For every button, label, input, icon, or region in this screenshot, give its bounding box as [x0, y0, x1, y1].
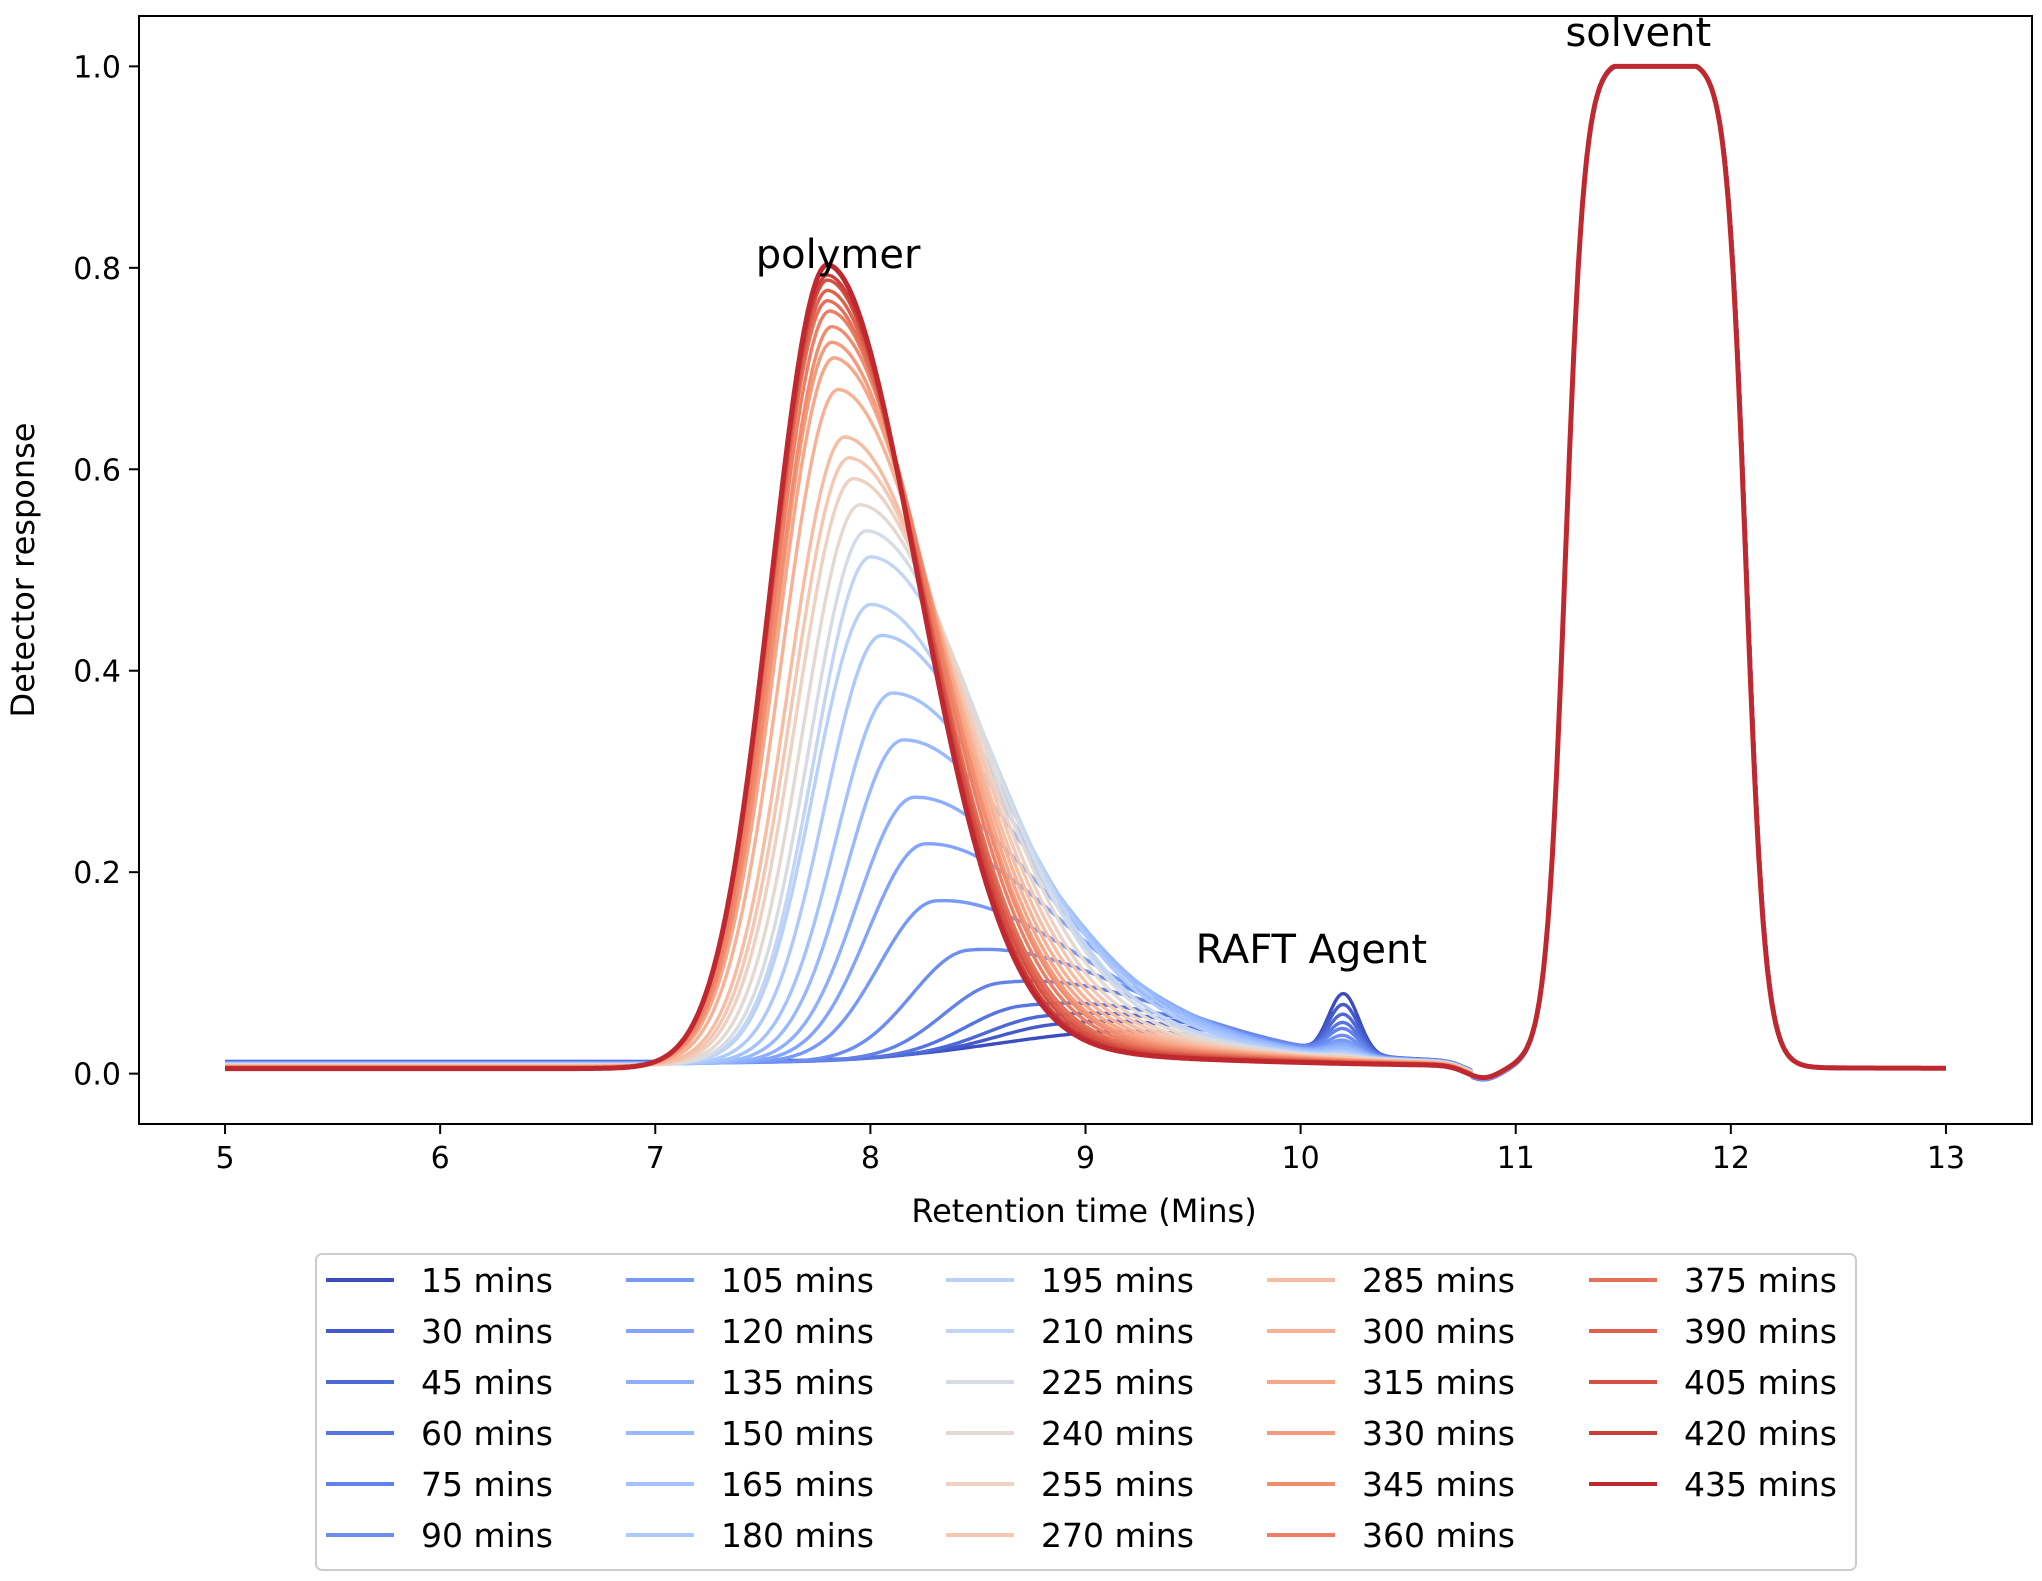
x-tick-label: 9: [1076, 1141, 1095, 1176]
y-tick-label: 0.8: [73, 252, 121, 287]
x-tick-label: 5: [215, 1141, 234, 1176]
series-line: [225, 64, 1946, 1081]
legend-label: 105 mins: [721, 1261, 874, 1300]
legend-label: 375 mins: [1684, 1261, 1837, 1300]
annotation-label: solvent: [1565, 10, 1711, 56]
x-axis-title: Retention time (Mins): [911, 1192, 1256, 1230]
legend-label: 60 mins: [421, 1414, 553, 1453]
legend-label: 255 mins: [1041, 1465, 1194, 1504]
y-tick-label: 0.0: [73, 1058, 121, 1093]
legend-label: 435 mins: [1684, 1465, 1837, 1504]
series-line: [225, 64, 1946, 1080]
legend-label: 300 mins: [1362, 1312, 1515, 1351]
legend-label: 405 mins: [1684, 1363, 1837, 1402]
series-line: [225, 64, 1946, 1080]
series-line: [225, 64, 1946, 1080]
legend-label: 15 mins: [421, 1261, 553, 1300]
legend-label: 195 mins: [1041, 1261, 1194, 1300]
legend: 15 mins 30 mins 45 mins 60 mins 75 mins 90 mi…: [315, 1253, 1857, 1571]
legend-label: 30 mins: [421, 1312, 553, 1351]
legend-label: 210 mins: [1041, 1312, 1194, 1351]
series-line: [225, 64, 1946, 1080]
legend-label: 390 mins: [1684, 1312, 1837, 1351]
legend-label: 180 mins: [721, 1516, 874, 1555]
legend-label: 270 mins: [1041, 1516, 1194, 1555]
legend-label: 240 mins: [1041, 1414, 1194, 1453]
legend-label: 150 mins: [721, 1414, 874, 1453]
x-tick-label: 11: [1497, 1141, 1535, 1176]
y-tick-label: 0.2: [73, 856, 121, 891]
y-tick-label: 0.4: [73, 655, 121, 690]
series-line: [225, 64, 1946, 1080]
y-tick-label: 0.6: [73, 453, 121, 488]
series-lines: [225, 63, 1946, 1082]
x-tick-label: 8: [861, 1141, 880, 1176]
legend-label: 90 mins: [421, 1516, 553, 1555]
legend-label: 75 mins: [421, 1465, 553, 1504]
y-axis-title: Detector response: [4, 423, 42, 718]
series-line: [225, 64, 1946, 1080]
legend-label: 420 mins: [1684, 1414, 1837, 1453]
legend-label: 315 mins: [1362, 1363, 1515, 1402]
series-line: [225, 64, 1946, 1080]
x-tick-label: 6: [431, 1141, 450, 1176]
x-tick-label: 13: [1927, 1141, 1965, 1176]
series-line: [225, 64, 1946, 1080]
legend-label: 330 mins: [1362, 1414, 1515, 1453]
series-line: [225, 64, 1946, 1080]
y-tick-label: 1.0: [73, 50, 121, 85]
series-line: [225, 64, 1946, 1080]
series-line: [225, 64, 1946, 1080]
legend-label: 135 mins: [721, 1363, 874, 1402]
x-tick-label: 7: [646, 1141, 665, 1176]
annotation-label: RAFT Agent: [1196, 927, 1427, 973]
legend-label: 165 mins: [721, 1465, 874, 1504]
annotation-label: polymer: [756, 232, 921, 278]
legend-label: 225 mins: [1041, 1363, 1194, 1402]
x-axis-ticks: 5 6 7 8 9 10 11 12 13: [215, 1124, 1965, 1176]
legend-label: 360 mins: [1362, 1516, 1515, 1555]
series-line: [225, 64, 1946, 1080]
series-line: [225, 64, 1946, 1080]
y-axis-ticks: 0.0 0.2 0.4 0.6 0.8 1.0: [73, 50, 139, 1093]
annotations: polymer RAFT Agent solvent: [756, 10, 1711, 973]
series-line: [225, 64, 1946, 1080]
series-line: [225, 64, 1946, 1080]
series-line: [225, 64, 1946, 1080]
series-line: [225, 63, 1946, 1081]
legend-label: 45 mins: [421, 1363, 553, 1402]
series-line: [225, 64, 1946, 1080]
x-tick-label: 10: [1282, 1141, 1320, 1176]
x-tick-label: 12: [1712, 1141, 1750, 1176]
legend-frame: [315, 1253, 1857, 1571]
legend-label: 120 mins: [721, 1312, 874, 1351]
legend-label: 345 mins: [1362, 1465, 1515, 1504]
legend-label: 285 mins: [1362, 1261, 1515, 1300]
